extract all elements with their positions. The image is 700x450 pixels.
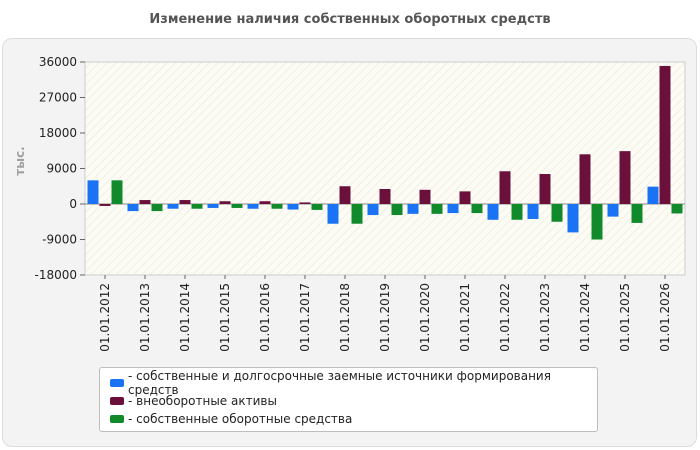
bar-working-capital xyxy=(431,204,443,214)
legend-swatch-noncurrent-assets xyxy=(110,397,124,405)
bar-working-capital xyxy=(391,204,403,216)
bar-noncurrent-assets xyxy=(259,201,271,204)
bar-sources xyxy=(207,204,219,208)
bar-working-capital xyxy=(471,204,483,214)
bar-sources xyxy=(87,180,99,204)
bar-sources xyxy=(247,204,259,209)
bar-noncurrent-assets xyxy=(539,174,551,204)
bar-noncurrent-assets xyxy=(459,191,471,204)
bar-sources xyxy=(647,186,659,204)
bar-sources xyxy=(487,204,499,220)
y-tick-label: 36000 xyxy=(39,55,77,69)
legend-item-working-capital: - собственные оборотные средства xyxy=(110,410,597,428)
bar-noncurrent-assets xyxy=(339,186,351,204)
bar-working-capital xyxy=(351,204,363,224)
y-tick-label: 0 xyxy=(69,197,77,211)
legend-label-noncurrent-assets: - внеоборотные активы xyxy=(128,394,277,408)
bar-sources xyxy=(527,204,539,219)
bar-noncurrent-assets xyxy=(579,154,591,204)
legend-label-sources: - собственные и долгосрочные заемные ист… xyxy=(128,369,551,397)
legend-item-sources: - собственные и долгосрочные заемные ист… xyxy=(110,369,597,397)
x-tick-label: 01.01.2022 xyxy=(498,283,512,352)
x-tick-label: 01.01.2018 xyxy=(338,283,352,352)
bar-sources xyxy=(167,204,179,209)
bar-sources xyxy=(407,204,419,214)
bar-sources xyxy=(607,204,619,217)
bar-sources xyxy=(367,204,379,216)
x-tick-label: 01.01.2019 xyxy=(378,283,392,352)
bar-noncurrent-assets xyxy=(299,202,311,204)
bar-working-capital xyxy=(191,204,203,209)
y-tick-label: -9000 xyxy=(42,233,77,247)
chart-title: Изменение наличия собственных оборотных … xyxy=(149,12,551,27)
x-tick-label: 01.01.2015 xyxy=(218,283,232,352)
x-tick-label: 01.01.2014 xyxy=(178,283,192,352)
bar-working-capital xyxy=(231,204,243,208)
y-tick-label: -18000 xyxy=(34,268,77,282)
x-tick-label: 01.01.2017 xyxy=(298,283,312,352)
bar-noncurrent-assets xyxy=(99,204,111,206)
bar-sources xyxy=(447,204,459,214)
x-tick-label: 01.01.2026 xyxy=(658,283,672,352)
bar-working-capital xyxy=(591,204,603,240)
legend-swatch-working-capital xyxy=(110,415,124,423)
y-tick-label: 18000 xyxy=(39,126,77,140)
legend-label-working-capital: - собственные оборотные средства xyxy=(128,412,353,426)
x-tick-label: 01.01.2016 xyxy=(258,283,272,352)
bar-noncurrent-assets xyxy=(179,200,191,204)
bar-working-capital xyxy=(631,204,643,223)
bar-working-capital xyxy=(311,204,323,210)
bar-working-capital xyxy=(551,204,563,222)
plot-area xyxy=(84,61,686,276)
x-tick-label: 01.01.2021 xyxy=(458,283,472,352)
bar-noncurrent-assets xyxy=(499,171,511,204)
bar-sources xyxy=(327,204,339,224)
bar-sources xyxy=(127,204,139,212)
bar-working-capital xyxy=(671,204,683,214)
bar-working-capital xyxy=(111,180,123,204)
bar-noncurrent-assets xyxy=(659,65,671,204)
x-tick-label: 01.01.2025 xyxy=(618,283,632,352)
bar-working-capital xyxy=(271,204,283,209)
bar-noncurrent-assets xyxy=(379,189,391,204)
y-axis-title: тыс. xyxy=(13,146,27,175)
bar-noncurrent-assets xyxy=(139,200,151,204)
y-tick-label: 27000 xyxy=(39,91,77,105)
legend-item-noncurrent-assets: - внеоборотные активы xyxy=(110,392,597,410)
x-tick-label: 01.01.2024 xyxy=(578,283,592,352)
x-tick-label: 01.01.2013 xyxy=(138,283,152,352)
legend-swatch-sources xyxy=(110,379,124,387)
x-tick-label: 01.01.2023 xyxy=(538,283,552,352)
x-tick-label: 01.01.2020 xyxy=(418,283,432,352)
bar-sources xyxy=(567,204,579,233)
bar-noncurrent-assets xyxy=(619,151,631,204)
bar-sources xyxy=(287,204,299,210)
legend: - собственные и долгосрочные заемные ист… xyxy=(99,367,598,432)
bar-working-capital xyxy=(151,204,163,212)
x-tick-label: 01.01.2012 xyxy=(98,283,112,352)
bar-noncurrent-assets xyxy=(419,189,431,204)
bar-working-capital xyxy=(511,204,523,220)
bar-noncurrent-assets xyxy=(219,201,231,204)
y-tick-label: 9000 xyxy=(46,162,77,176)
